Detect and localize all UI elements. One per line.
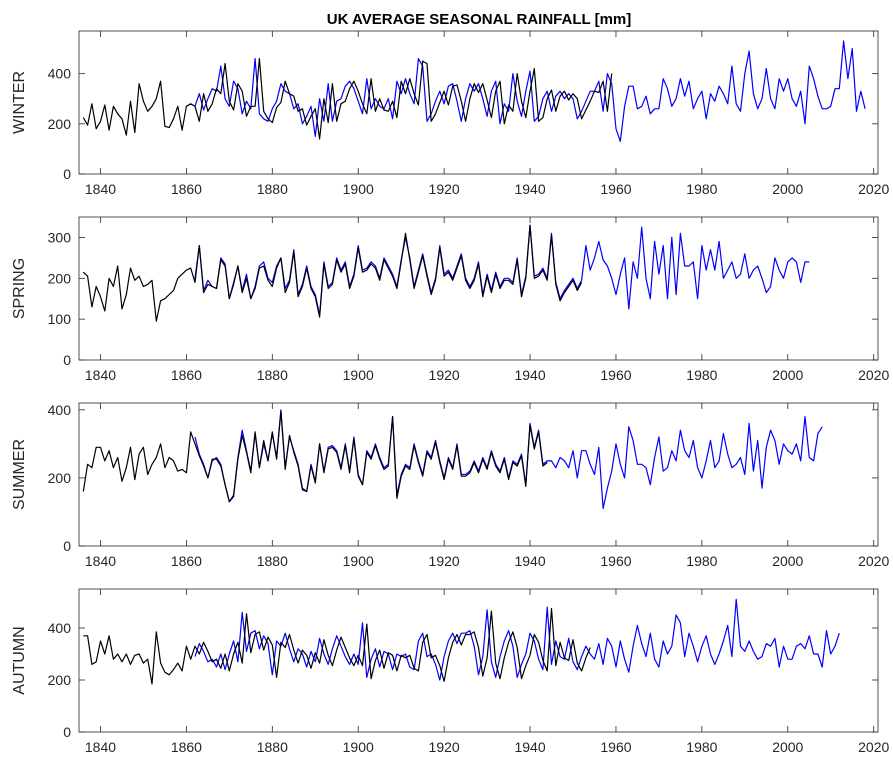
y-tick-label: 0	[63, 166, 71, 182]
x-tick-label: 1860	[171, 739, 202, 755]
axes-box	[78, 402, 879, 547]
x-tick-label: 1920	[429, 739, 460, 755]
x-tick-label: 1920	[429, 367, 460, 383]
x-tick-label: 1840	[85, 553, 116, 569]
x-tick-label: 1880	[257, 553, 288, 569]
x-tick-label: 2020	[858, 181, 889, 197]
x-tick-label: 1940	[514, 553, 545, 569]
x-tick-label: 1940	[514, 181, 545, 197]
x-tick-label: 2020	[858, 553, 889, 569]
x-tick-label: 1920	[429, 553, 460, 569]
series-line-black	[82, 410, 548, 503]
y-tick-label: 400	[48, 66, 72, 82]
x-tick-label: 1840	[85, 739, 116, 755]
x-tick-label: 1960	[600, 553, 631, 569]
series-line-blue	[194, 40, 866, 142]
y-axis-label: WINTER	[11, 71, 28, 134]
x-tick-label: 1900	[343, 553, 374, 569]
y-tick-label: 0	[63, 352, 71, 368]
x-tick-label: 1860	[171, 367, 202, 383]
y-tick-label: 200	[48, 672, 72, 688]
x-tick-label: 1840	[85, 181, 116, 197]
x-tick-label: 1840	[85, 367, 116, 383]
x-tick-label: 1980	[686, 367, 717, 383]
panel-winter: 1840 1860 1880 1900 1920 1940 1960 1980 2000 2020…	[11, 30, 889, 197]
x-tick-label: 1900	[343, 367, 374, 383]
x-tick-label: 1880	[257, 367, 288, 383]
x-tick-label: 1860	[171, 181, 202, 197]
y-tick-label: 400	[48, 402, 72, 418]
y-axis-label: SUMMER	[11, 439, 28, 510]
y-tick-label: 0	[63, 724, 71, 740]
axes-box	[78, 216, 879, 361]
x-tick-label: 2020	[858, 367, 889, 383]
y-tick-label: 100	[48, 311, 72, 327]
y-tick-label: 200	[48, 270, 72, 286]
x-tick-label: 1960	[600, 739, 631, 755]
series-line-blue	[194, 598, 840, 681]
y-tick-label: 300	[48, 229, 72, 245]
x-tick-label: 2000	[772, 739, 803, 755]
panel-autumn: 1840 1860 1880 1900 1920 1940 1960 1980 2000 2020…	[11, 588, 889, 755]
y-tick-label: 200	[48, 116, 72, 132]
x-tick-label: 1920	[429, 181, 460, 197]
y-axis-label: SPRING	[11, 258, 28, 319]
y-tick-label: 200	[48, 470, 72, 486]
x-tick-label: 1860	[171, 553, 202, 569]
series-line-black	[83, 607, 591, 685]
x-tick-label: 1980	[686, 553, 717, 569]
x-tick-label: 1900	[343, 739, 374, 755]
axes-box	[78, 588, 879, 733]
y-tick-label: 0	[63, 538, 71, 554]
x-tick-label: 1960	[600, 367, 631, 383]
y-tick-label: 400	[48, 620, 72, 636]
x-tick-label: 1940	[514, 739, 545, 755]
x-tick-label: 1960	[600, 181, 631, 197]
axes-box	[78, 30, 879, 175]
panel-summer: 1840 1860 1880 1900 1920 1940 1960 1980 2000 2020…	[11, 402, 889, 569]
x-tick-label: 1980	[686, 181, 717, 197]
series-line-black	[82, 224, 583, 322]
x-tick-label: 2000	[772, 367, 803, 383]
panels-group: 1840 1860 1880 1900 1920 1940 1960 1980 2000 2020…	[11, 30, 889, 755]
x-tick-label: 1880	[257, 739, 288, 755]
series-line-blue	[194, 409, 823, 510]
x-tick-label: 1940	[514, 367, 545, 383]
x-tick-label: 2000	[772, 181, 803, 197]
panel-spring: 1840 1860 1880 1900 1920 1940 1960 1980 2000 2020…	[11, 216, 889, 383]
chart-title: UK AVERAGE SEASONAL RAINFALL [mm]	[327, 11, 631, 28]
x-tick-label: 1880	[257, 181, 288, 197]
x-tick-label: 2020	[858, 739, 889, 755]
y-axis-label: AUTUMN	[11, 626, 28, 694]
series-line-blue	[194, 224, 810, 316]
x-tick-label: 2000	[772, 553, 803, 569]
series-line-black	[82, 57, 613, 140]
x-tick-label: 1900	[343, 181, 374, 197]
x-tick-label: 1980	[686, 739, 717, 755]
